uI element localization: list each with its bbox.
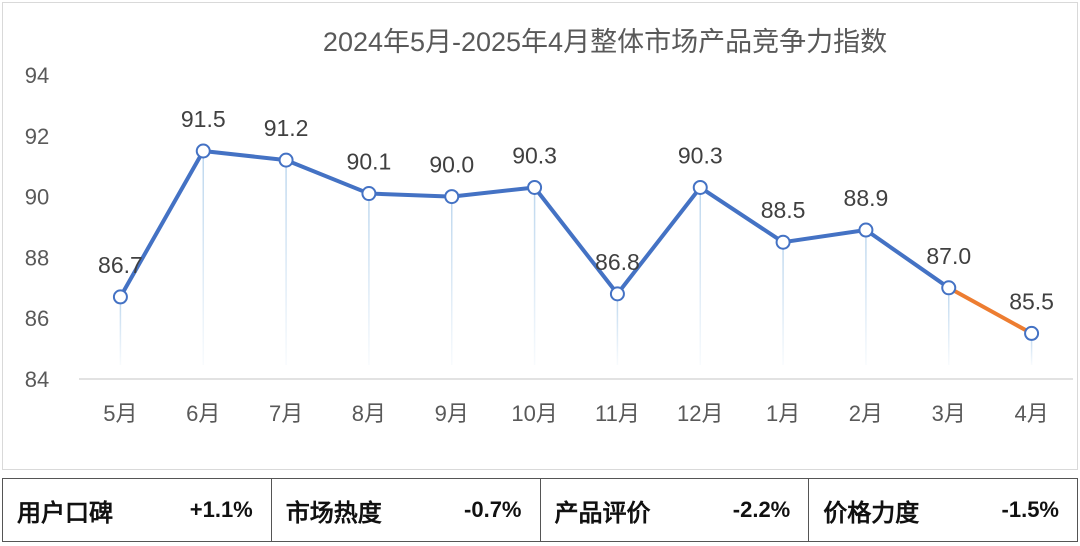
drop-line	[285, 160, 287, 365]
series-segment	[366, 191, 454, 199]
metrics-bar: 用户口碑 +1.1% 市场热度 -0.7% 产品评价 -2.2% 价格力度 -1…	[2, 478, 1078, 542]
data-point	[195, 143, 211, 159]
series-segment	[946, 285, 1034, 336]
chart-title: 2024年5月-2025年4月整体市场产品竞争力指数	[323, 27, 887, 57]
x-tick-label: 1月	[766, 401, 800, 426]
series-segment	[284, 158, 371, 196]
data-label: 88.5	[761, 197, 806, 223]
drop-line	[533, 187, 536, 365]
data-point	[278, 152, 294, 168]
metric-value: -0.7%	[464, 497, 522, 522]
metric-price-strength: 价格力度 -1.5%	[809, 479, 1077, 541]
data-label: 87.0	[926, 243, 971, 269]
data-point	[361, 186, 377, 202]
metric-label: 产品评价	[554, 499, 651, 527]
drop-line	[616, 293, 619, 365]
data-label: 90.1	[347, 149, 392, 175]
metric-label: 市场热度	[285, 499, 382, 527]
series-segment	[615, 185, 703, 296]
data-point	[1024, 325, 1040, 341]
data-point	[941, 280, 957, 296]
drop-line	[948, 287, 950, 365]
x-tick-label: 6月	[186, 401, 220, 426]
data-point	[775, 234, 791, 250]
data-point	[858, 222, 874, 238]
series-lines	[118, 149, 1034, 336]
x-tick-label: 3月	[932, 401, 966, 426]
x-tick-label: 9月	[435, 401, 469, 426]
data-point	[692, 179, 708, 195]
y-axis: 84 86 88 90 92 94	[25, 63, 49, 392]
y-tick-label: 86	[25, 306, 49, 331]
series-segment	[698, 185, 786, 245]
data-label: 90.0	[429, 152, 474, 178]
series-segment	[781, 228, 868, 245]
markers	[112, 143, 1040, 341]
x-tick-label: 2月	[849, 401, 883, 426]
series-segment	[449, 185, 537, 199]
series-segment	[532, 185, 620, 296]
x-tick-label: 10月	[511, 401, 557, 426]
y-tick-label: 94	[25, 63, 49, 88]
drop-line	[202, 151, 204, 365]
drop-line	[119, 296, 122, 365]
y-tick-label: 84	[25, 367, 49, 392]
series-segment	[118, 149, 206, 299]
chart-frame: 2024年5月-2025年4月整体市场产品竞争力指数 84 86 88 90 92 94 …	[2, 2, 1078, 470]
drop-line	[451, 196, 453, 365]
data-label: 85.5	[1009, 288, 1054, 314]
data-label: 90.3	[678, 142, 723, 168]
metric-user-reputation: 用户口碑 +1.1%	[3, 479, 272, 541]
series-segment	[863, 228, 951, 290]
x-tick-label: 11月	[595, 401, 640, 426]
drop-line	[699, 187, 701, 365]
x-tick-label: 7月	[269, 401, 303, 426]
metric-value: -2.2%	[732, 497, 791, 522]
data-point	[112, 289, 128, 305]
metric-label: 用户口碑	[17, 499, 113, 527]
data-label: 86.7	[98, 252, 143, 278]
y-tick-label: 88	[25, 245, 49, 270]
data-point	[527, 179, 543, 195]
data-label: 91.5	[181, 106, 226, 132]
drop-line	[1030, 333, 1033, 365]
data-label: 88.9	[844, 185, 889, 211]
drop-line	[782, 242, 784, 365]
data-point	[444, 189, 460, 205]
data-label: 86.8	[595, 249, 640, 275]
metric-value: -1.5%	[1001, 497, 1059, 522]
x-axis: 5月 6月 7月 8月 9月 10月 11月 12月 1月 2月 3月 4月	[79, 378, 1073, 426]
drop-lines	[119, 151, 1033, 365]
x-tick-label: 12月	[677, 401, 723, 426]
metric-market-heat: 市场热度 -0.7%	[272, 479, 541, 541]
y-tick-label: 92	[25, 124, 49, 149]
data-label: 90.3	[512, 142, 557, 168]
data-point	[609, 286, 625, 302]
drop-line	[368, 193, 370, 365]
line-chart: 2024年5月-2025年4月整体市场产品竞争力指数 848688909294 …	[25, 27, 1073, 426]
drop-line	[865, 230, 867, 365]
data-labels: 86.7 91.5 91.2 90.1 90.0 90.3 86.8 90.3 88.5 88.9…	[98, 106, 1054, 314]
series-segment	[201, 149, 289, 163]
x-tick-label: 5月	[103, 401, 137, 426]
metric-product-rating: 产品评价 -2.2%	[541, 479, 810, 541]
x-tick-label: 8月	[352, 401, 386, 426]
metric-label: 价格力度	[823, 499, 920, 527]
y-tick-label: 90	[25, 185, 49, 210]
data-label: 91.2	[264, 115, 309, 141]
metric-value: +1.1%	[189, 497, 253, 522]
x-tick-label: 4月	[1014, 401, 1048, 426]
